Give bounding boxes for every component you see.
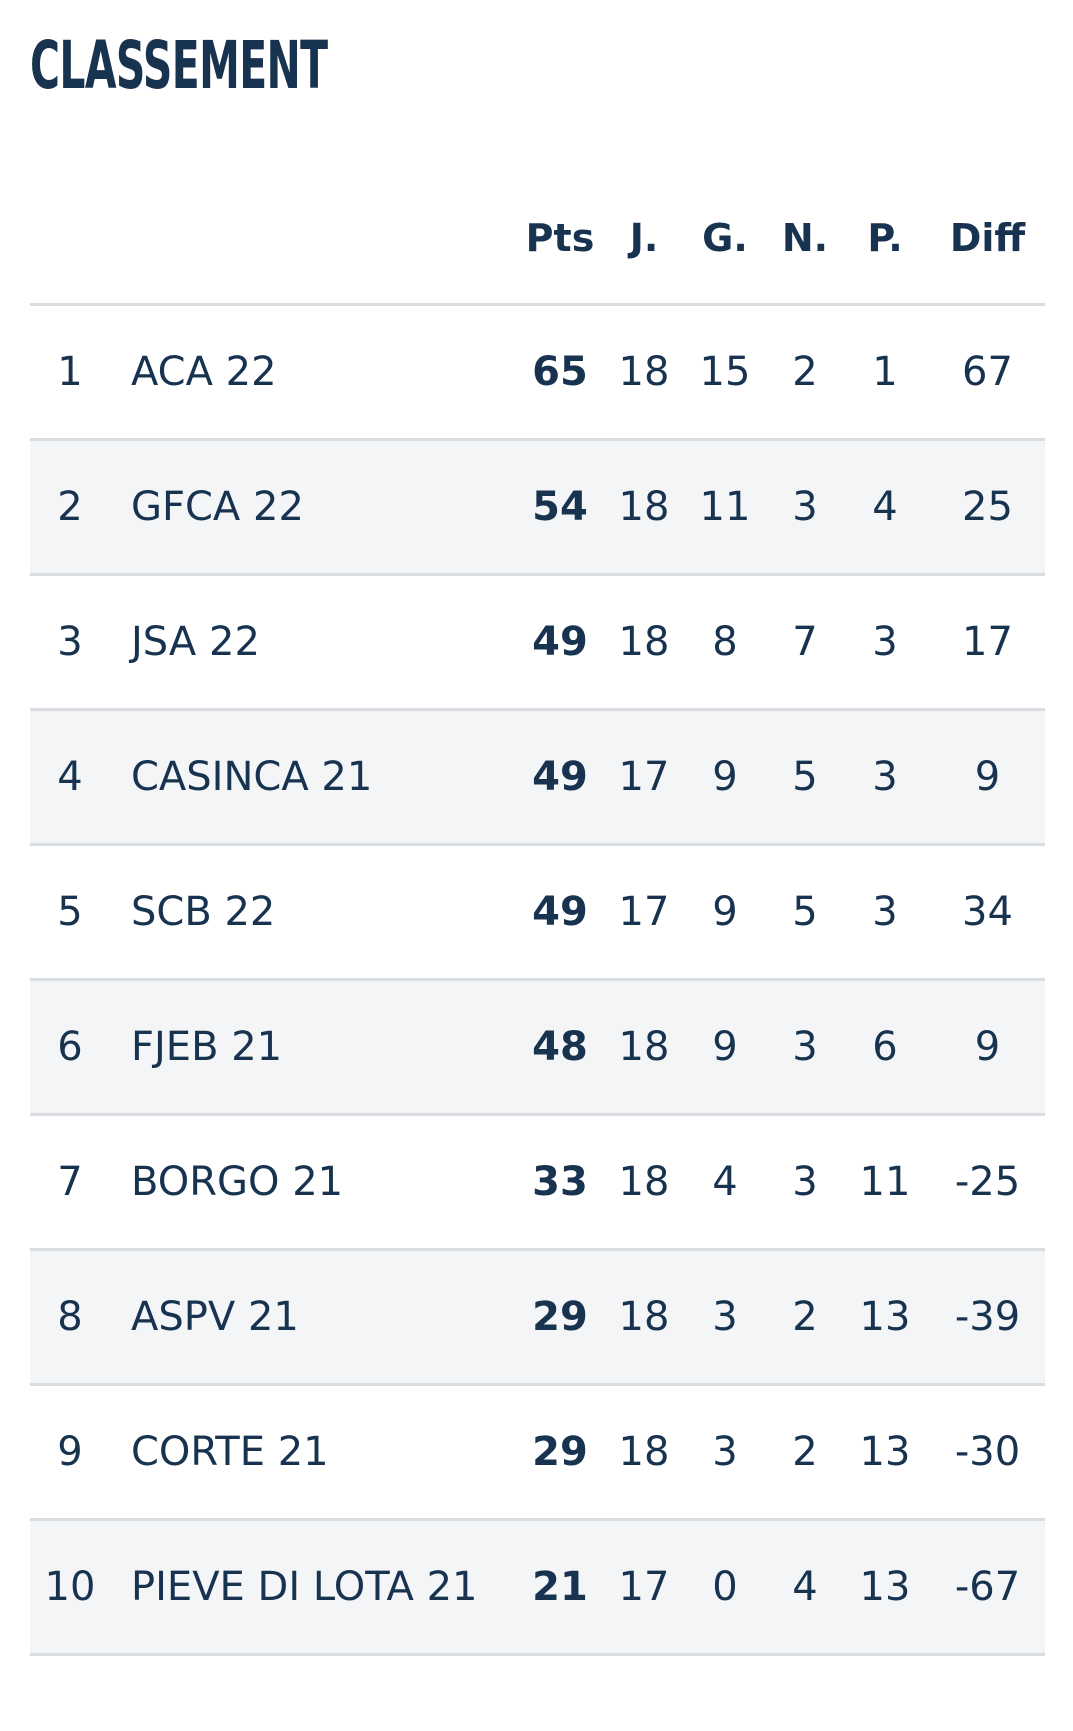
won-cell: 8 — [712, 619, 738, 665]
played-cell: 17 — [618, 754, 670, 800]
points-cell: 49 — [532, 889, 588, 935]
header-goal-difference: Diff — [949, 216, 1026, 260]
page-title: CLASSEMENT — [30, 27, 328, 104]
won-cell: 3 — [712, 1429, 738, 1475]
goal-difference-cell: 67 — [962, 349, 1013, 395]
points-cell: 65 — [532, 349, 588, 395]
team-name: GFCA 22 — [131, 484, 304, 530]
lost-cell: 3 — [872, 889, 898, 935]
rank-cell: 1 — [57, 349, 83, 395]
table-row: 8 ASPV 21 29 18 3 2 13 -39 — [30, 1251, 1045, 1386]
won-cell: 3 — [712, 1294, 738, 1340]
goal-difference-cell: -67 — [954, 1564, 1021, 1610]
table-row: 9 CORTE 21 29 18 3 2 13 -30 — [30, 1386, 1045, 1521]
points-cell: 29 — [532, 1294, 588, 1340]
lost-cell: 13 — [859, 1564, 911, 1610]
table-row: 2 GFCA 22 54 18 11 3 4 25 — [30, 441, 1045, 576]
lost-cell: 3 — [872, 754, 898, 800]
won-cell: 9 — [712, 889, 738, 935]
rank-cell: 7 — [57, 1159, 83, 1205]
points-cell: 29 — [532, 1429, 588, 1475]
team-name: FJEB 21 — [131, 1024, 283, 1070]
won-cell: 9 — [712, 1024, 738, 1070]
rank-cell: 4 — [57, 754, 83, 800]
header-points: Pts — [525, 216, 595, 260]
goal-difference-cell: 25 — [962, 484, 1013, 530]
played-cell: 18 — [618, 349, 670, 395]
points-cell: 49 — [532, 754, 588, 800]
team-name: PIEVE DI LOTA 21 — [131, 1564, 478, 1610]
header-played: J. — [629, 216, 659, 260]
drawn-cell: 2 — [792, 1294, 818, 1340]
played-cell: 18 — [618, 1159, 670, 1205]
drawn-cell: 5 — [792, 889, 818, 935]
drawn-cell: 3 — [792, 1159, 818, 1205]
won-cell: 0 — [712, 1564, 738, 1610]
goal-difference-cell: -39 — [954, 1294, 1021, 1340]
won-cell: 9 — [712, 754, 738, 800]
goal-difference-cell: 17 — [962, 619, 1013, 665]
table-row: 4 CASINCA 21 49 17 9 5 3 9 — [30, 711, 1045, 846]
team-name: BORGO 21 — [131, 1159, 344, 1205]
lost-cell: 13 — [859, 1294, 911, 1340]
header-won: G. — [702, 216, 748, 260]
team-name: ACA 22 — [131, 349, 277, 395]
lost-cell: 6 — [872, 1024, 898, 1070]
table-header: Pts J. G. N. P. Diff — [30, 170, 1045, 306]
lost-cell: 13 — [859, 1429, 911, 1475]
rank-cell: 5 — [57, 889, 83, 935]
table-row: 7 BORGO 21 33 18 4 3 11 -25 — [30, 1116, 1045, 1251]
points-cell: 21 — [532, 1564, 588, 1610]
played-cell: 17 — [618, 889, 670, 935]
team-name: ASPV 21 — [131, 1294, 299, 1340]
team-name: CORTE 21 — [131, 1429, 329, 1475]
played-cell: 18 — [618, 1024, 670, 1070]
won-cell: 4 — [712, 1159, 738, 1205]
rank-cell: 10 — [44, 1564, 96, 1610]
goal-difference-cell: 9 — [974, 1024, 1001, 1070]
table-row: 6 FJEB 21 48 18 9 3 6 9 — [30, 981, 1045, 1116]
played-cell: 18 — [618, 484, 670, 530]
lost-cell: 11 — [859, 1159, 911, 1205]
standings-table: Pts J. G. N. P. Diff 1 ACA 22 65 18 15 2… — [30, 170, 1045, 1656]
team-name: SCB 22 — [131, 889, 276, 935]
goal-difference-cell: 34 — [962, 889, 1013, 935]
points-cell: 49 — [532, 619, 588, 665]
team-name: JSA 22 — [131, 619, 260, 665]
played-cell: 18 — [618, 1294, 670, 1340]
rank-cell: 2 — [57, 484, 83, 530]
rank-cell: 8 — [57, 1294, 83, 1340]
played-cell: 18 — [618, 1429, 670, 1475]
rank-cell: 9 — [57, 1429, 83, 1475]
drawn-cell: 5 — [792, 754, 818, 800]
won-cell: 11 — [699, 484, 751, 530]
drawn-cell: 2 — [792, 1429, 818, 1475]
table-row: 10 PIEVE DI LOTA 21 21 17 0 4 13 -67 — [30, 1521, 1045, 1656]
rank-cell: 6 — [57, 1024, 83, 1070]
won-cell: 15 — [699, 349, 751, 395]
table-row: 3 JSA 22 49 18 8 7 3 17 — [30, 576, 1045, 711]
goal-difference-cell: 9 — [974, 754, 1001, 800]
played-cell: 17 — [618, 1564, 670, 1610]
table-row: 1 ACA 22 65 18 15 2 1 67 — [30, 306, 1045, 441]
points-cell: 33 — [532, 1159, 588, 1205]
drawn-cell: 4 — [792, 1564, 818, 1610]
drawn-cell: 3 — [792, 1024, 818, 1070]
points-cell: 54 — [532, 484, 588, 530]
team-name: CASINCA 21 — [131, 754, 373, 800]
goal-difference-cell: -30 — [954, 1429, 1021, 1475]
table-row: 5 SCB 22 49 17 9 5 3 34 — [30, 846, 1045, 981]
rank-cell: 3 — [57, 619, 83, 665]
lost-cell: 1 — [872, 349, 898, 395]
goal-difference-cell: -25 — [954, 1159, 1021, 1205]
played-cell: 18 — [618, 619, 670, 665]
lost-cell: 3 — [872, 619, 898, 665]
drawn-cell: 3 — [792, 484, 818, 530]
header-lost: P. — [867, 216, 903, 260]
points-cell: 48 — [532, 1024, 588, 1070]
lost-cell: 4 — [872, 484, 898, 530]
header-drawn: N. — [781, 216, 829, 260]
drawn-cell: 7 — [792, 619, 818, 665]
drawn-cell: 2 — [792, 349, 818, 395]
